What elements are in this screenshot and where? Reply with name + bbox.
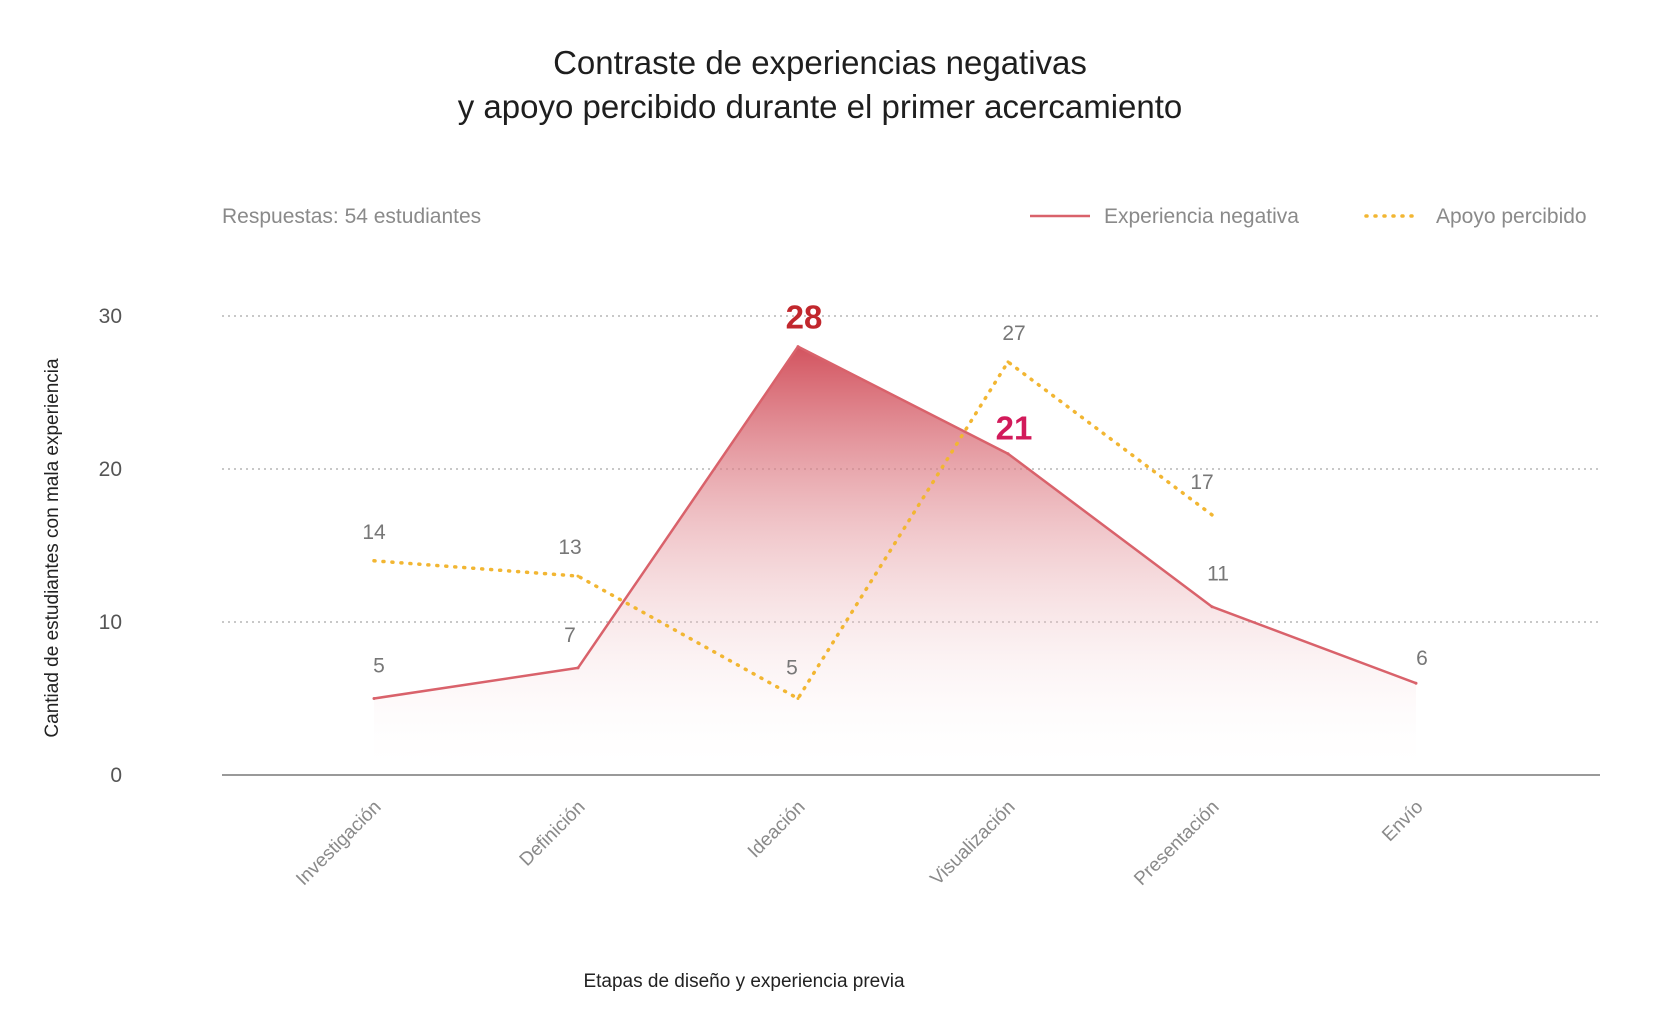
y-tick-label-20: 20 (99, 458, 122, 481)
negative-data-label-3: 28 (786, 299, 823, 336)
support-data-label-1: 14 (362, 521, 386, 544)
y-axis-label: Cantiad de estudiantes con mala experien… (42, 358, 63, 738)
x-tick-label-5: Presentación (1130, 797, 1223, 890)
support-point-5 (1210, 513, 1214, 517)
y-tick-label-10: 10 (99, 611, 122, 634)
x-tick-label-4: Visualización (927, 797, 1020, 890)
negative-point-1 (372, 697, 376, 700)
legend: Experiencia negativa Apoyo percibido (1030, 205, 1587, 228)
negative-point-2 (576, 666, 580, 670)
series-line-negative (373, 345, 1417, 700)
x-tick-label-6: Envío (1378, 797, 1427, 846)
chart-title-line-1: Contraste de experiencias negativas (553, 44, 1087, 81)
support-data-label-3: 5 (786, 657, 798, 680)
negative-data-label-5: 11 (1207, 563, 1229, 586)
x-tick-label-1: Investigación (292, 797, 385, 890)
x-axis-label: Etapas de diseño y experiencia previa (583, 971, 905, 992)
support-data-label-5: 17 (1190, 471, 1213, 494)
support-point-2 (576, 574, 580, 578)
negative-area (374, 346, 1416, 775)
negative-point-5 (1210, 605, 1214, 609)
negative-data-label-4: 21 (996, 410, 1033, 447)
legend-label-negative: Experiencia negativa (1104, 205, 1299, 228)
chart-title-line-2: y apoyo percibido durante el primer acer… (458, 88, 1183, 125)
negative-point-6 (1414, 681, 1418, 685)
support-point-1 (372, 559, 376, 563)
negative-point-3 (796, 345, 800, 349)
x-tick-label-3: Ideación (744, 797, 810, 863)
negative-data-label-6: 6 (1416, 647, 1428, 670)
y-axis-ticks: 0 10 20 30 (99, 305, 122, 787)
chart-subtitle: Respuestas: 54 estudiantes (222, 205, 481, 228)
negative-area-fill (374, 346, 1416, 775)
series-line-support (372, 360, 1214, 701)
negative-point-4 (1006, 452, 1010, 456)
x-tick-label-2: Definición (516, 797, 590, 871)
support-data-label-4: 27 (1002, 322, 1025, 345)
support-point-4 (1006, 360, 1010, 364)
support-data-label-2: 13 (558, 536, 581, 559)
y-tick-label-0: 0 (110, 764, 122, 787)
series-lines (372, 345, 1418, 701)
data-labels: 5 7 28 21 11 6 14 13 5 27 17 (362, 299, 1428, 680)
legend-label-support: Apoyo percibido (1436, 205, 1587, 228)
negative-data-label-2: 7 (564, 624, 576, 647)
negative-data-label-1: 5 (373, 655, 385, 678)
support-point-3 (796, 697, 800, 700)
y-tick-label-30: 30 (99, 305, 122, 328)
x-axis-ticks: Investigación Definición Ideación Visualiza… (292, 797, 1427, 890)
